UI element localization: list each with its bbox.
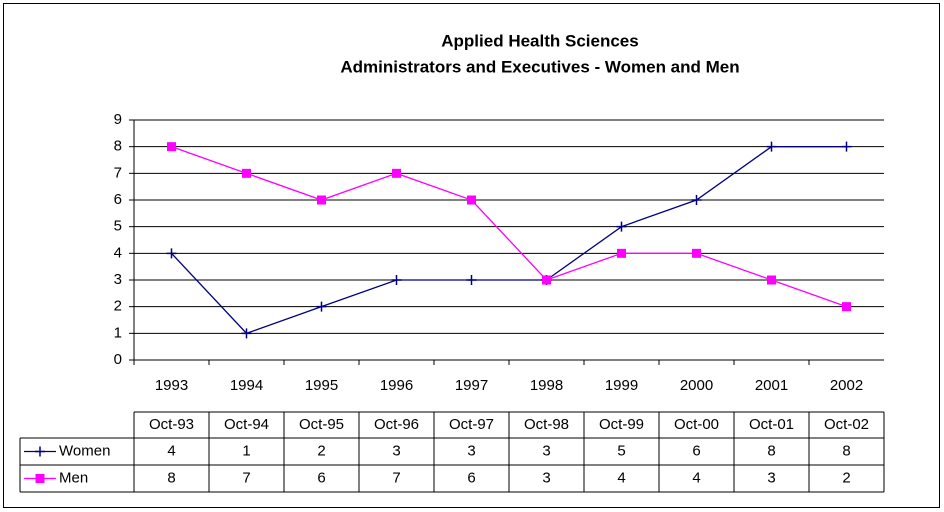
y-tick-label: 2 [114,298,122,315]
table-cell: 8 [842,442,850,459]
legend-label: Women [59,442,110,459]
marker [842,302,851,312]
table-cell: 2 [317,442,325,459]
marker [241,328,252,339]
marker [167,142,176,152]
y-tick-label: 7 [114,164,122,181]
marker [166,248,177,259]
y-tick-label: 0 [114,351,122,368]
table-header: Oct-01 [749,416,794,433]
marker [391,275,402,285]
marker [242,168,251,178]
table-cell: 3 [467,442,475,459]
x-tick-label: 1996 [380,377,413,394]
marker [316,301,327,312]
table-cell: 6 [692,442,700,459]
table-header: Oct-98 [524,416,569,433]
x-tick-label: 1994 [230,377,263,394]
table-header: Oct-02 [824,416,869,433]
marker [542,275,551,285]
table-header: Oct-97 [449,416,494,433]
legend-label: Men [59,469,88,486]
table-header: Oct-95 [299,416,344,433]
x-tick-label: 2002 [830,377,863,394]
table-cell: 8 [167,469,175,486]
table-cell: 6 [317,469,325,486]
table-cell: 4 [617,469,625,486]
x-tick-label: 1999 [605,377,638,394]
x-tick-label: 1995 [305,377,338,394]
table-header: Oct-94 [224,416,269,433]
chart-border [3,3,940,508]
marker [767,275,776,285]
marker [466,275,477,285]
x-tick-label: 2000 [680,377,713,394]
table-header: Oct-99 [599,416,644,433]
table-cell: 8 [767,442,775,459]
y-tick-label: 4 [114,244,122,261]
marker [841,141,852,152]
marker [766,141,777,152]
y-tick-label: 5 [114,218,122,235]
y-tick-label: 9 [114,111,122,128]
table-cell: 6 [467,469,475,486]
table-cell: 3 [392,442,400,459]
table-cell: 3 [542,442,550,459]
table-cell: 3 [542,469,550,486]
table-cell: 4 [167,442,175,459]
x-tick-label: 2001 [755,377,788,394]
marker [392,168,401,178]
y-tick-label: 6 [114,191,122,208]
table-cell: 4 [692,469,700,486]
chart-subtitle: Administrators and Executives - Women an… [340,57,739,76]
y-tick-label: 8 [114,138,122,155]
marker [617,248,626,258]
table-cell: 5 [617,442,625,459]
marker [467,195,476,205]
y-tick-label: 1 [114,324,122,341]
table-header: Oct-00 [674,416,719,433]
chart-title: Applied Health Sciences [441,31,638,50]
table-cell: 7 [392,469,400,486]
x-tick-label: 1997 [455,377,488,394]
series-line [171,146,847,308]
table-cell: 3 [767,469,775,486]
marker [692,248,701,258]
marker [35,446,45,457]
table-cell: 1 [242,442,250,459]
marker [317,195,326,205]
x-tick-label: 1998 [530,377,563,394]
table-cell: 2 [842,469,850,486]
series-line [171,146,847,335]
x-tick-label: 1993 [155,377,188,394]
marker [35,474,45,483]
marker [691,195,702,205]
table-header: Oct-96 [374,416,419,433]
marker [616,221,627,232]
table-header: Oct-93 [149,416,194,433]
table-cell: 7 [242,469,250,486]
y-tick-label: 3 [114,271,122,288]
